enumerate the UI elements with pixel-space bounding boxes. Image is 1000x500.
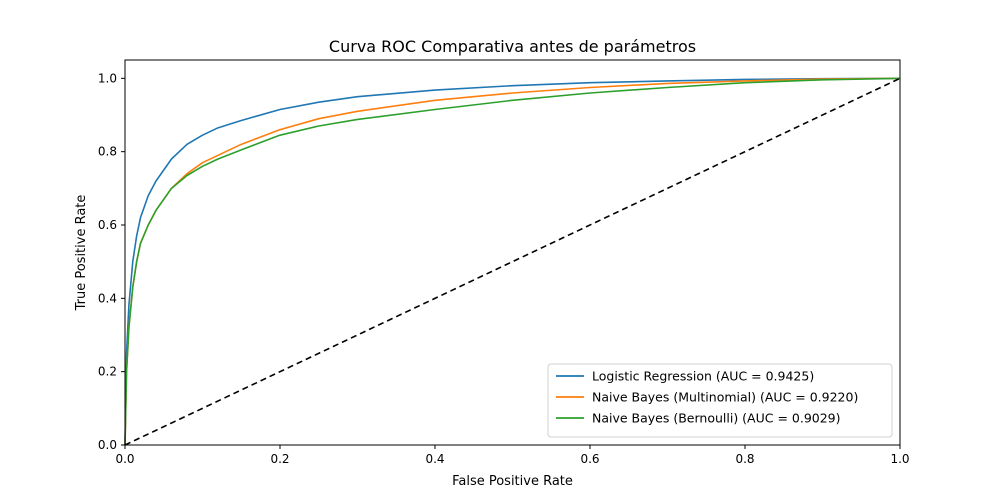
x-tick-label: 0.2 [270,452,289,466]
y-tick-label: 0.6 [98,218,117,232]
plot-frame [124,59,901,446]
legend-label: Naive Bayes (Multinomial) (AUC = 0.9220) [592,390,858,405]
x-tick-label: 0.6 [580,452,599,466]
y-tick-label: 0.4 [98,291,117,305]
y-tick-label: 0.0 [98,438,117,452]
series-line-2 [124,77,901,446]
x-axis-ticks: 0.0 0.2 0.4 0.6 0.8 1.0 [115,445,910,466]
x-axis-label: False Positive Rate [452,474,573,489]
legend-box [547,363,893,438]
x-tick-label: 0.4 [425,452,444,466]
x-tick-label: 0.0 [115,452,134,466]
legend-label: Naive Bayes (Bernoulli) (AUC = 0.9029) [592,411,841,426]
plot-lines [124,77,901,446]
y-tick-label: 1.0 [98,71,117,85]
y-tick-label: 0.8 [98,145,117,159]
legend: Logistic Regression (AUC = 0.9425) Naive … [547,363,893,438]
legend-label: Logistic Regression (AUC = 0.9425) [592,369,814,384]
chart-title: Curva ROC Comparativa antes de parámetro… [329,37,696,56]
chance-diagonal-line [124,77,901,446]
x-tick-label: 1.0 [890,452,909,466]
y-tick-label: 0.2 [98,365,117,379]
y-axis-label: True Positive Rate [74,195,89,312]
series-line-0 [124,77,901,446]
x-tick-label: 0.8 [735,452,754,466]
y-axis-ticks: 0.0 0.2 0.4 0.6 0.8 1.0 [98,71,125,452]
